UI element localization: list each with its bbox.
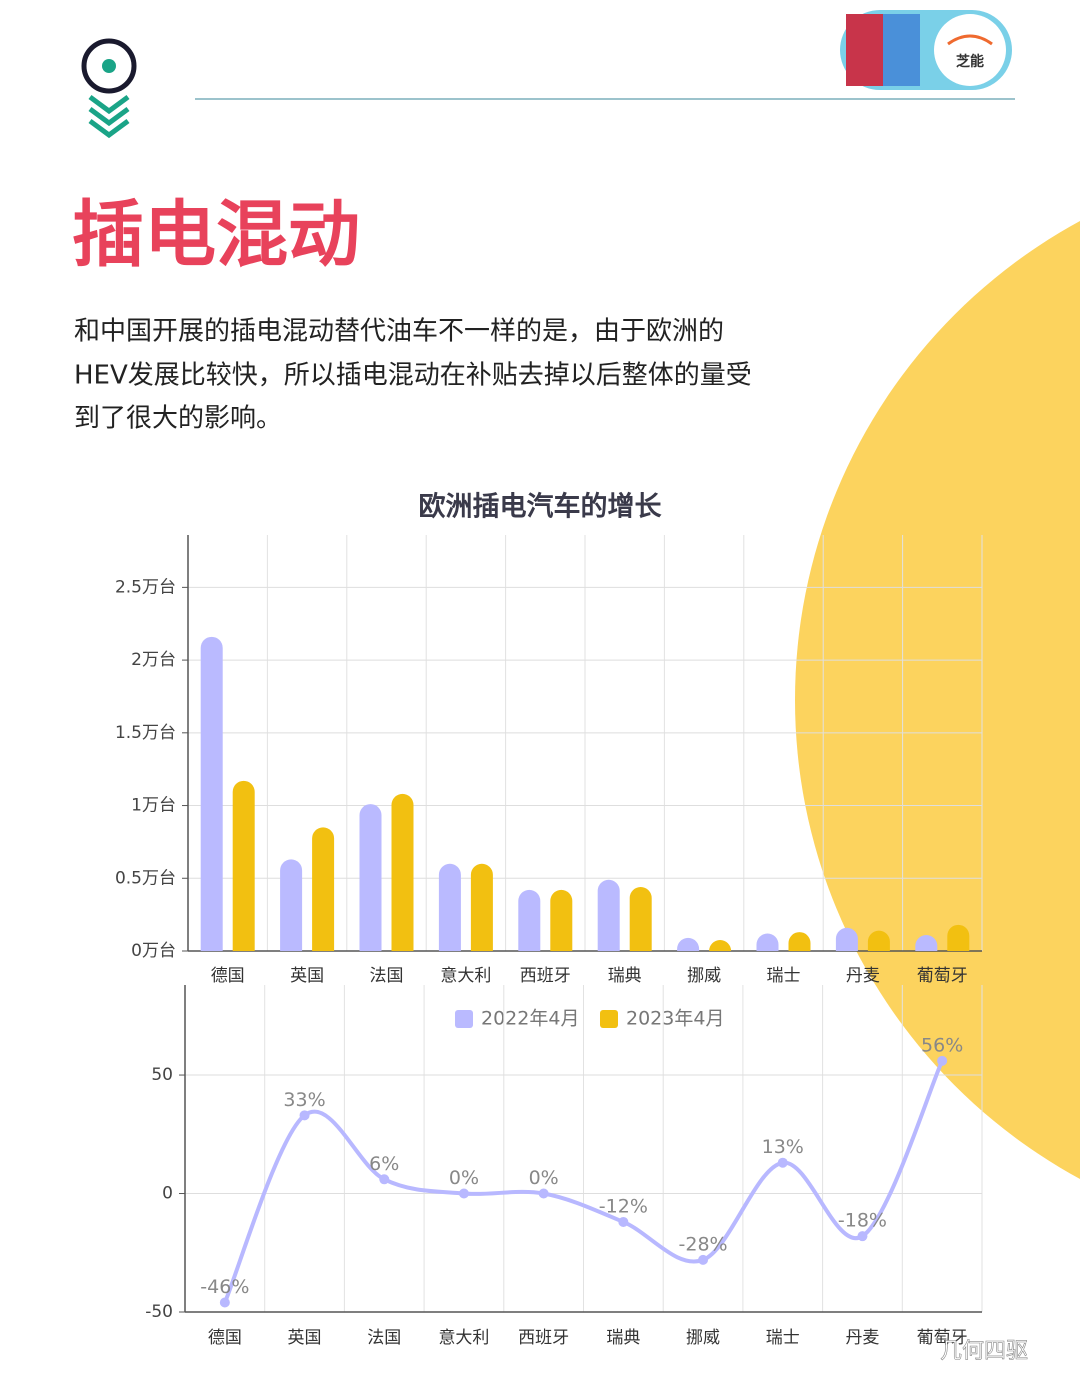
legend-label: 2023年4月 xyxy=(626,1008,724,1030)
value-label: -12% xyxy=(599,1195,648,1217)
value-label: 33% xyxy=(283,1089,325,1111)
y-tick-label: 50 xyxy=(151,1065,173,1085)
point xyxy=(299,1110,310,1121)
bar xyxy=(518,889,541,951)
bar xyxy=(200,636,223,951)
y-tick-label: -50 xyxy=(145,1302,173,1322)
x-tick-label: 丹麦 xyxy=(845,1328,879,1348)
y-tick-label: 2.5万台 xyxy=(115,577,176,597)
paragraph-line: 到了很大的影响。 xyxy=(74,404,282,434)
bar xyxy=(677,937,700,951)
x-tick-label: 英国 xyxy=(290,966,324,986)
line xyxy=(223,1060,944,1304)
bar xyxy=(915,935,938,951)
bar xyxy=(629,887,652,951)
bar xyxy=(312,827,335,951)
point xyxy=(538,1188,549,1199)
value-label: -28% xyxy=(679,1233,728,1255)
value-label: -18% xyxy=(838,1210,887,1232)
x-tick-label: 丹麦 xyxy=(846,966,880,986)
watermark: 几何四驱 xyxy=(940,1339,1028,1364)
bar xyxy=(788,932,811,951)
x-tick-label: 葡萄牙 xyxy=(917,966,968,986)
paragraph-line: 和中国开展的插电混动替代油车不一样的是，由于欧洲的 xyxy=(74,317,724,347)
point xyxy=(937,1055,948,1066)
x-tick-label: 西班牙 xyxy=(518,1328,569,1348)
legend-swatch xyxy=(455,1010,473,1028)
value-label: 0% xyxy=(449,1167,479,1189)
bar xyxy=(550,889,573,951)
point xyxy=(219,1297,230,1308)
point xyxy=(458,1188,469,1199)
x-tick-label: 挪威 xyxy=(686,1328,720,1348)
x-tick-label: 意大利 xyxy=(438,1328,489,1348)
y-tick-label: 2万台 xyxy=(131,650,176,670)
y-tick-label: 1.5万台 xyxy=(115,723,176,743)
bar xyxy=(391,793,414,951)
bar xyxy=(709,940,732,951)
x-tick-label: 葡萄牙 xyxy=(917,1328,968,1348)
value-label: -46% xyxy=(200,1276,249,1298)
point xyxy=(857,1231,868,1242)
y-tick-label: 0万台 xyxy=(131,941,176,961)
bar xyxy=(359,804,382,951)
bar xyxy=(756,933,779,951)
y-tick-label: 0 xyxy=(162,1184,173,1204)
logo xyxy=(81,38,137,139)
point xyxy=(618,1216,629,1227)
x-tick-label: 西班牙 xyxy=(520,966,571,986)
y-tick-label: 1万台 xyxy=(131,796,176,816)
point xyxy=(777,1157,788,1168)
x-tick-label: 法国 xyxy=(370,966,404,986)
x-tick-label: 英国 xyxy=(288,1328,322,1348)
y-tick-label: 0.5万台 xyxy=(115,868,176,888)
value-label: 13% xyxy=(762,1136,804,1158)
x-tick-label: 瑞典 xyxy=(606,1328,640,1348)
value-label: 56% xyxy=(921,1034,963,1056)
page-title: 插电混动 xyxy=(72,193,360,277)
badge: 芝能 xyxy=(840,10,1012,90)
point xyxy=(379,1174,390,1185)
x-tick-label: 意大利 xyxy=(440,966,491,986)
bar xyxy=(947,924,970,951)
bar xyxy=(835,927,858,951)
value-label: 6% xyxy=(369,1153,399,1175)
point xyxy=(698,1254,709,1265)
x-tick-label: 德国 xyxy=(208,1328,242,1348)
x-tick-label: 瑞士 xyxy=(766,1328,800,1348)
legend-swatch xyxy=(600,1010,618,1028)
badge-text: 芝能 xyxy=(956,53,984,70)
paragraph-line: HEV发展比较快，所以插电混动在补贴去掉以后整体的量受 xyxy=(74,361,752,391)
bar xyxy=(232,780,255,951)
x-tick-label: 瑞典 xyxy=(608,966,642,986)
x-tick-label: 法国 xyxy=(367,1328,401,1348)
x-tick-label: 德国 xyxy=(211,966,245,986)
decor-circle xyxy=(795,221,1080,1179)
bar xyxy=(280,859,303,951)
bar xyxy=(470,863,493,951)
value-label: 0% xyxy=(529,1167,559,1189)
legend-label: 2022年4月 xyxy=(481,1008,579,1030)
chart-title: 欧洲插电汽车的增长 xyxy=(419,491,663,523)
bar xyxy=(438,863,461,951)
x-tick-label: 挪威 xyxy=(687,966,721,986)
x-tick-label: 瑞士 xyxy=(767,966,801,986)
bar xyxy=(867,930,890,951)
bar xyxy=(597,879,620,951)
